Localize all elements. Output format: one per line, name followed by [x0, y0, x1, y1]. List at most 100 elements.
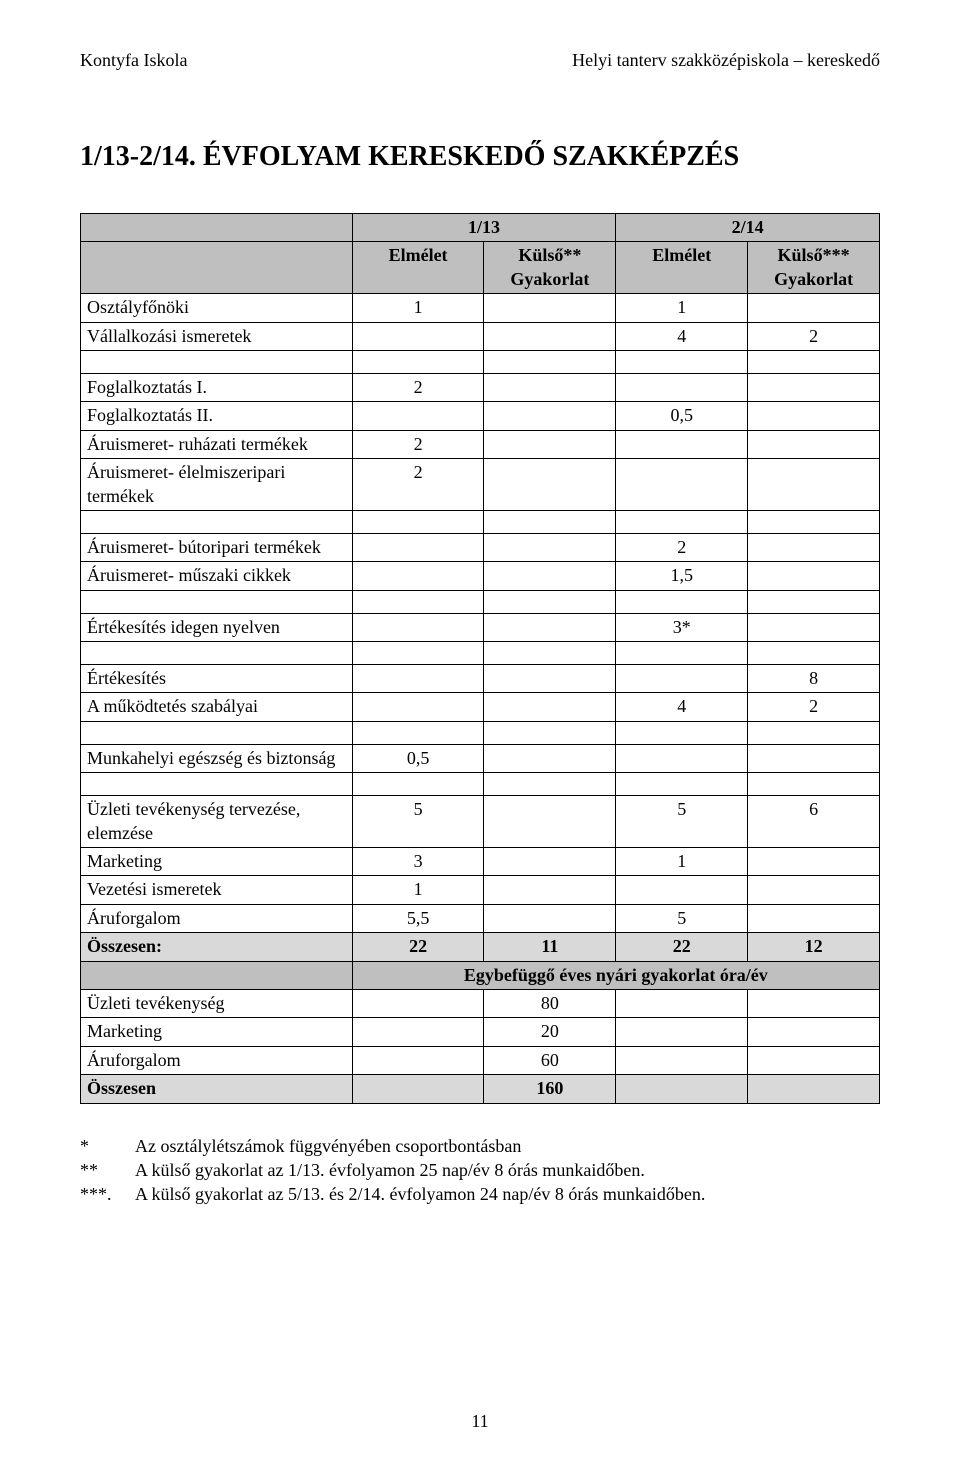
table-row: Értékesítés idegen nyelven3*: [81, 613, 880, 641]
value-cell: [484, 848, 616, 876]
value-cell: 6: [748, 796, 880, 848]
table-row: A működtetés szabályai42: [81, 693, 880, 721]
table-row: Üzleti tevékenység 80: [81, 989, 880, 1017]
row-label: Vállalkozási ismeretek: [81, 322, 353, 350]
value-cell: 2: [748, 322, 880, 350]
curriculum-table: 1/132/14ElméletKülső** GyakorlatElméletK…: [80, 213, 880, 1104]
table-row: Áruismeret- élelmiszeripari termékek2: [81, 459, 880, 511]
value-cell: 5: [352, 796, 484, 848]
value-cell: [748, 613, 880, 641]
value-cell: 5: [616, 904, 748, 932]
row-label: Marketing: [81, 1018, 353, 1046]
value-cell: [484, 373, 616, 401]
spacer-cell: [748, 721, 880, 744]
value-cell: [484, 744, 616, 772]
spacer-cell: [484, 510, 616, 533]
table-row: Marketing20: [81, 1018, 880, 1046]
spacer-cell: [352, 350, 484, 373]
footnote-mark: **: [80, 1158, 135, 1182]
value-cell: [352, 1046, 484, 1074]
table-row: Munkahelyi egészség és biztonság0,5: [81, 744, 880, 772]
year-2-header: 2/14: [616, 214, 880, 242]
col-header-gyakorlat: Külső** Gyakorlat: [484, 242, 616, 294]
value-cell: [484, 665, 616, 693]
total-value: [352, 1075, 484, 1103]
spacer-cell: [616, 350, 748, 373]
value-cell: [748, 430, 880, 458]
row-label: Üzleti tevékenység: [81, 989, 353, 1017]
spacer-cell: [748, 510, 880, 533]
value-cell: [352, 613, 484, 641]
row-label: Áruismeret- bútoripari termékek: [81, 533, 353, 561]
row-label: Áruforgalom: [81, 1046, 353, 1074]
spacer-cell: [748, 642, 880, 665]
spacer-cell: [616, 590, 748, 613]
footnotes: *Az osztálylétszámok függvényében csopor…: [80, 1134, 880, 1207]
total-value: [616, 1075, 748, 1103]
value-cell: 0,5: [616, 402, 748, 430]
table-row: Foglalkoztatás II. 0,5: [81, 402, 880, 430]
row-label: Értékesítés: [81, 665, 353, 693]
value-cell: [484, 796, 616, 848]
value-cell: [748, 876, 880, 904]
header-left: Kontyfa Iskola: [80, 50, 187, 71]
spacer-cell: [616, 510, 748, 533]
table-row: [81, 510, 880, 533]
value-cell: [616, 744, 748, 772]
spacer-cell: [748, 773, 880, 796]
value-cell: 5,5: [352, 904, 484, 932]
table-row: Áruforgalom5,5 5: [81, 904, 880, 932]
value-cell: [748, 1046, 880, 1074]
footnote-text: A külső gyakorlat az 5/13. és 2/14. évfo…: [135, 1182, 705, 1206]
spacer-cell: [352, 721, 484, 744]
value-cell: [484, 322, 616, 350]
value-cell: 2: [748, 693, 880, 721]
row-label: Foglalkoztatás II.: [81, 402, 353, 430]
total-value: 12: [748, 933, 880, 961]
row-label: Áruforgalom: [81, 904, 353, 932]
value-cell: [616, 1046, 748, 1074]
total-row: Összesen:22112212: [81, 933, 880, 961]
value-cell: [748, 1018, 880, 1046]
value-cell: 4: [616, 322, 748, 350]
table-row: Vállalkozási ismeretek 42: [81, 322, 880, 350]
spacer-cell: [352, 773, 484, 796]
row-label: Áruismeret- élelmiszeripari termékek: [81, 459, 353, 511]
footnote-line: *Az osztálylétszámok függvényében csopor…: [80, 1134, 880, 1158]
value-cell: 80: [484, 989, 616, 1017]
value-cell: 1: [616, 294, 748, 322]
total-label: Összesen: [81, 1075, 353, 1103]
value-cell: [352, 693, 484, 721]
page-title: 1/13-2/14. ÉVFOLYAM KERESKEDŐ SZAKKÉPZÉS: [80, 141, 880, 173]
spacer-cell: [484, 350, 616, 373]
value-cell: [484, 294, 616, 322]
value-cell: [748, 562, 880, 590]
row-label: Vezetési ismeretek: [81, 876, 353, 904]
value-cell: 1: [616, 848, 748, 876]
spacer-cell: [616, 642, 748, 665]
table-row: [81, 350, 880, 373]
value-cell: 2: [616, 533, 748, 561]
spacer-cell: [81, 590, 353, 613]
page: Kontyfa Iskola Helyi tanterv szakközépis…: [0, 0, 960, 1462]
value-cell: 3: [352, 848, 484, 876]
value-cell: [352, 989, 484, 1017]
value-cell: [352, 533, 484, 561]
spacer-cell: [81, 350, 353, 373]
value-cell: [748, 459, 880, 511]
row-label: Osztályfőnöki: [81, 294, 353, 322]
value-cell: [748, 533, 880, 561]
total-value: 22: [616, 933, 748, 961]
row-label: Áruismeret- ruházati termékek: [81, 430, 353, 458]
row-label: Munkahelyi egészség és biztonság: [81, 744, 353, 772]
value-cell: [484, 904, 616, 932]
footnote-text: A külső gyakorlat az 1/13. évfolyamon 25…: [135, 1158, 645, 1182]
value-cell: 2: [352, 459, 484, 511]
value-cell: [748, 294, 880, 322]
row-label: Áruismeret- műszaki cikkek: [81, 562, 353, 590]
spacer-cell: [484, 590, 616, 613]
table-row: [81, 642, 880, 665]
value-cell: [748, 402, 880, 430]
spacer-cell: [484, 773, 616, 796]
value-cell: [748, 744, 880, 772]
